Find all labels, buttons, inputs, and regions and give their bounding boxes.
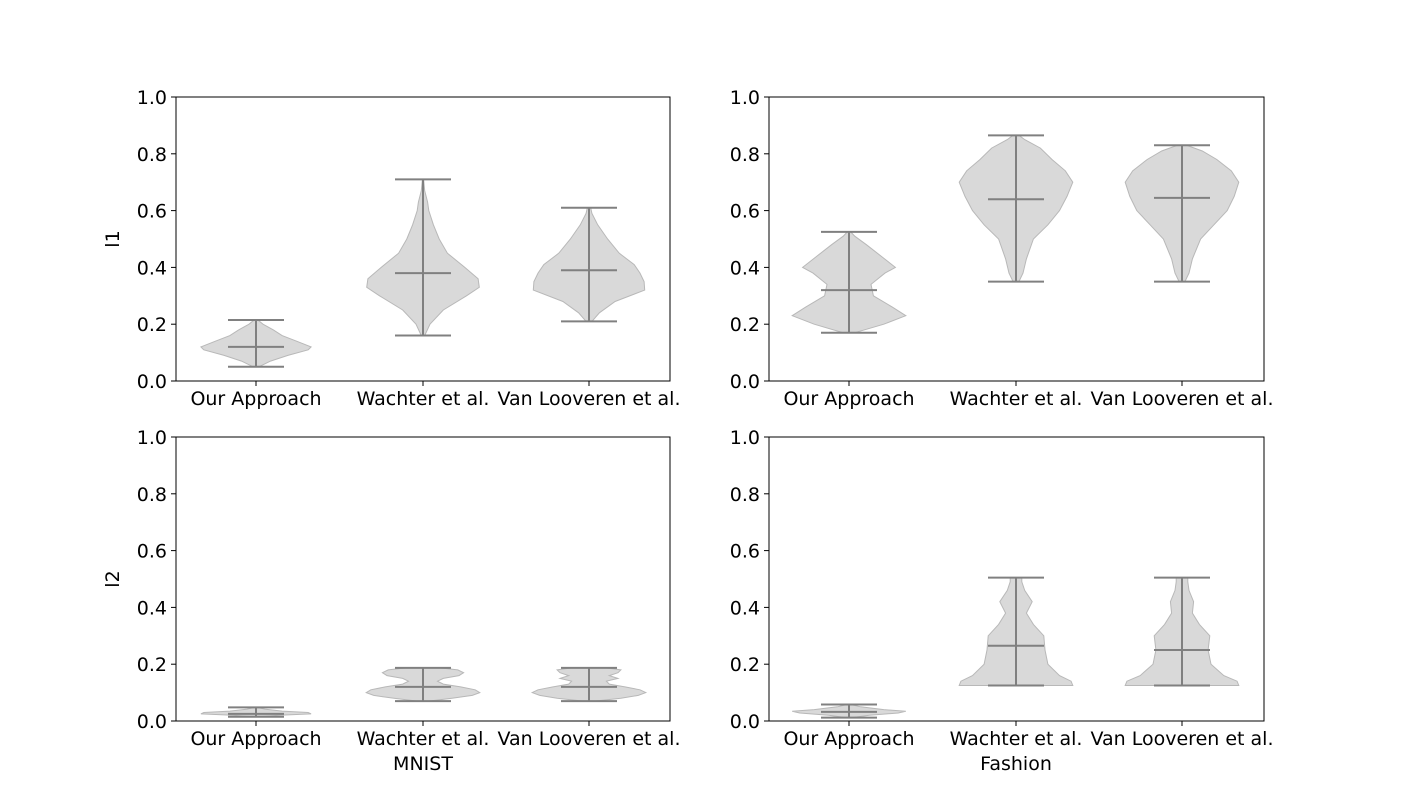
y-axis-label: l2: [102, 570, 124, 587]
y-tick-label: 0.4: [730, 597, 760, 619]
x-axis-label: Fashion: [980, 753, 1052, 775]
y-tick-label: 0.4: [730, 257, 760, 279]
x-tick-label: Our Approach: [783, 728, 914, 750]
y-tick-label: 1.0: [730, 87, 760, 109]
subplot-4: 0.0 0.2 0.4 0.6 0.8 1.0 Our Approach Wachter et…: [730, 427, 1274, 775]
y-tick-label: 0.8: [730, 144, 760, 166]
y-tick-label: 1.0: [137, 427, 167, 449]
y-tick-label: 0.0: [137, 371, 167, 393]
y-tick-label: 0.6: [137, 541, 167, 563]
x-tick-label: Wachter et al.: [357, 388, 490, 410]
y-tick-label: 0.0: [137, 711, 167, 733]
y-tick-label: 0.2: [137, 654, 167, 676]
y-tick-label: 0.0: [730, 371, 760, 393]
y-tick-label: 0.8: [137, 484, 167, 506]
x-tick-label: Van Looveren et al.: [1091, 728, 1274, 750]
x-tick-label: Van Looveren et al.: [498, 728, 681, 750]
y-tick-label: 0.8: [137, 144, 167, 166]
y-tick-label: 0.2: [730, 654, 760, 676]
y-tick-label: 0.6: [730, 201, 760, 223]
y-tick-label: 0.2: [730, 314, 760, 336]
x-tick-label: Our Approach: [783, 388, 914, 410]
y-tick-label: 0.4: [137, 257, 167, 279]
x-tick-label: Van Looveren et al.: [1091, 388, 1274, 410]
x-tick-label: Our Approach: [190, 728, 321, 750]
y-tick-label: 0.6: [730, 541, 760, 563]
subplot-1: 0.0 0.2 0.4 0.6 0.8 1.0 Our Approach Wachter et…: [102, 87, 681, 410]
y-tick-label: 1.0: [137, 87, 167, 109]
subplot-2: 0.0 0.2 0.4 0.6 0.8 1.0 Our Approach Wachter et…: [730, 87, 1274, 410]
x-tick-label: Van Looveren et al.: [498, 388, 681, 410]
y-tick-label: 0.8: [730, 484, 760, 506]
subplot-3: 0.0 0.2 0.4 0.6 0.8 1.0 Our Approach Wachter et…: [102, 427, 681, 775]
x-tick-label: Wachter et al.: [357, 728, 490, 750]
y-tick-label: 0.4: [137, 597, 167, 619]
x-tick-label: Our Approach: [190, 388, 321, 410]
y-tick-label: 1.0: [730, 427, 760, 449]
y-tick-label: 0.6: [137, 201, 167, 223]
x-tick-label: Wachter et al.: [950, 388, 1083, 410]
y-tick-label: 0.2: [137, 314, 167, 336]
x-tick-label: Wachter et al.: [950, 728, 1083, 750]
x-axis-label: MNIST: [393, 753, 453, 775]
y-axis-label: l1: [102, 230, 124, 247]
y-tick-label: 0.0: [730, 711, 760, 733]
